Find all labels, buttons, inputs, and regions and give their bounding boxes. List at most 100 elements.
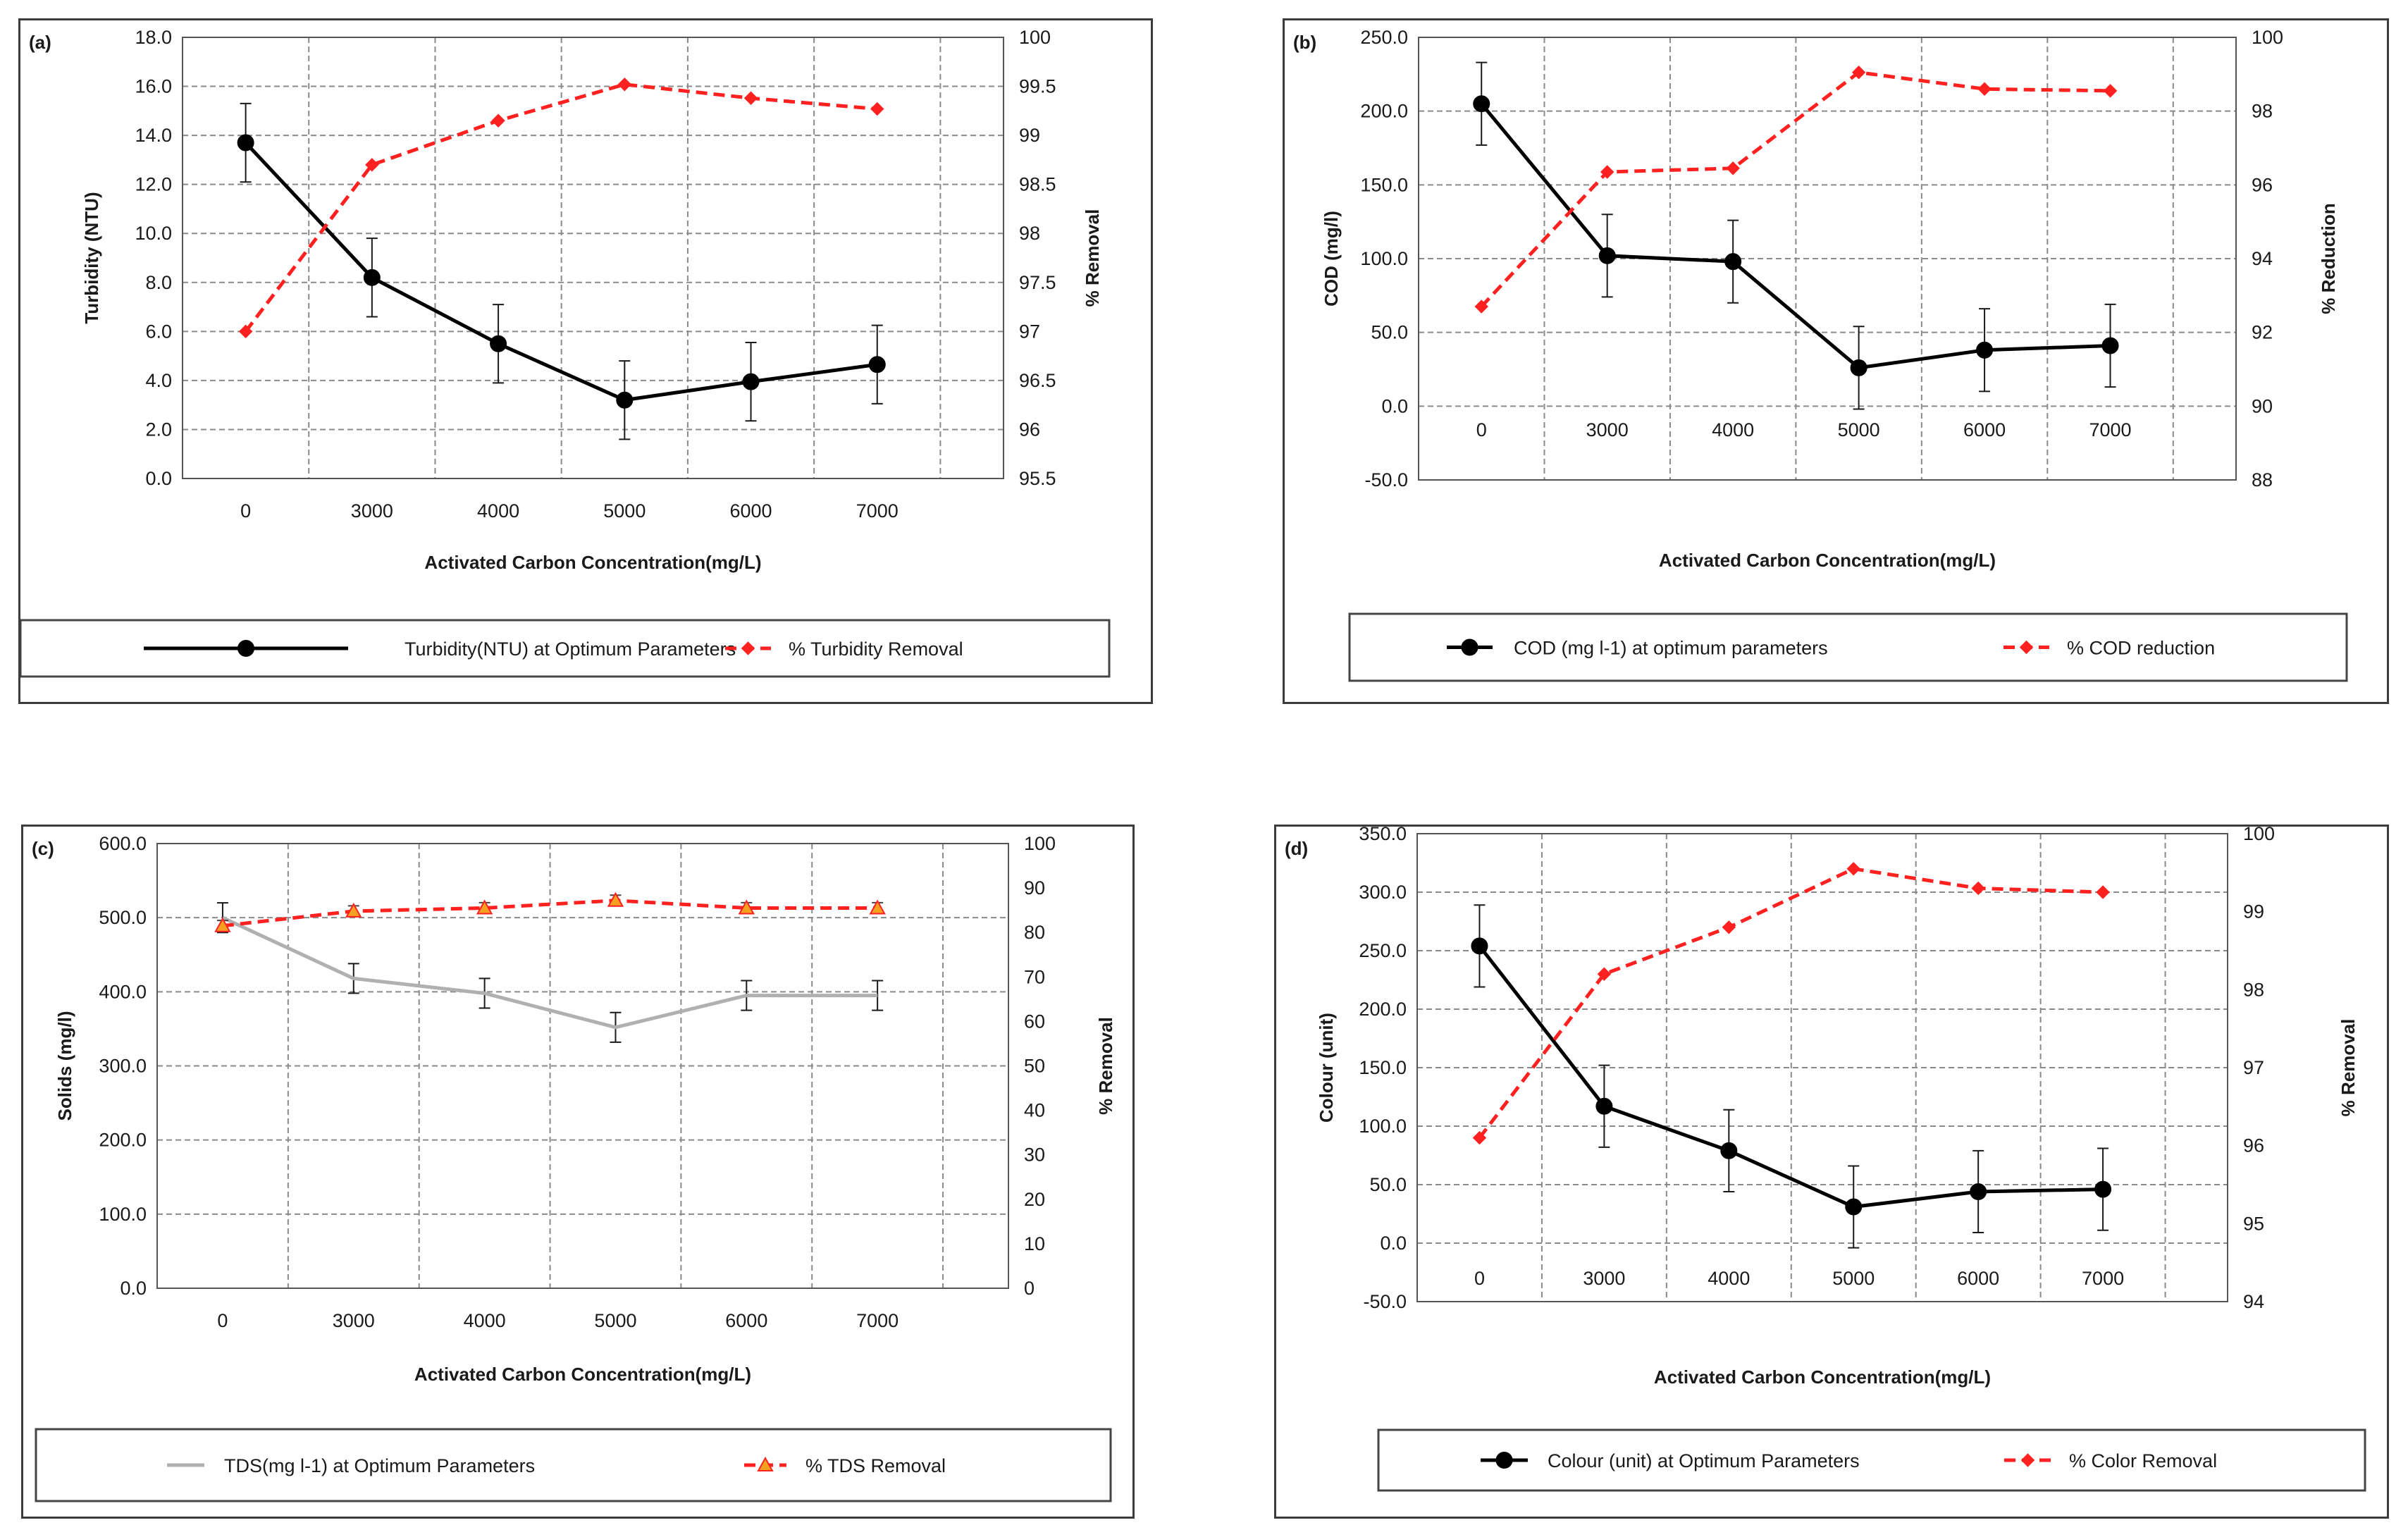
data-point-series-1 [1471,937,1488,955]
y2-tick-label: 97 [2243,1057,2264,1078]
data-point-series-2 [869,899,886,915]
plot-area [1416,833,2228,1302]
y-tick-label: 200.0 [1359,999,1407,1020]
panel-label: (d) [1285,838,1308,859]
data-point-series-1 [1595,1097,1613,1115]
chart-c: 0.0 100.0 200.0 300.0 400.0 500.0 600.0 0 10 20 30… [32,833,1116,1502]
data-point-series-2 [365,158,379,172]
y-tick-label: 12.0 [135,174,172,195]
y2-tick-label: 70 [1024,966,1045,987]
y-tick-label: 50.0 [1371,322,1408,343]
data-point-series-1 [868,356,886,374]
y2-axis-title: % Removal [2338,1019,2359,1117]
data-point-series-2 [607,891,624,907]
legend-marker-2 [2020,1453,2035,1467]
legend-label-2: % Turbidity Removal [789,638,963,660]
y-tick-label: 8.0 [145,272,172,293]
data-point-series-2 [491,113,505,128]
legend-label-1: TDS(mg l-1) at Optimum Parameters [224,1455,535,1476]
y2-axis-title: % Removal [1082,209,1103,307]
y-tick-label: 0.0 [1381,395,1408,416]
x-tick-label: 0 [1476,419,1487,440]
y-tick-label: 4.0 [145,370,172,391]
data-point-series-2 [476,899,493,915]
y2-tick-label: 99 [2243,901,2264,922]
legend-label-2: % Color Removal [2069,1450,2217,1471]
y2-tick-label: 98.5 [1019,174,1056,195]
y2-tick-label: 96 [1019,419,1040,440]
x-tick-label: 3000 [351,500,393,521]
legend-box [1348,612,2348,682]
x-tick-label: 4000 [477,500,519,521]
chart-panel-a: 0.0 2.0 4.0 6.0 8.0 10.0 12.0 14.0 16.0 18.0 95.5 9… [18,18,1153,704]
data-point-series-2 [2103,84,2118,98]
y-tick-label: -50.0 [1363,1291,1407,1312]
legend-box [1377,1428,2366,1492]
data-point-series-1 [1845,1198,1863,1216]
data-point-series-1 [1598,247,1616,264]
y-axis-title: COD (mg/l) [1321,211,1342,307]
series-line-1 [221,915,878,1030]
data-point-series-1 [1970,1183,1987,1200]
y-tick-label: 2.0 [145,419,172,440]
data-point-series-2 [870,101,884,116]
x-tick-label: 3000 [1583,1268,1625,1289]
data-point-series-2 [1971,881,1985,896]
legend-label-1: Turbidity(NTU) at Optimum Parameters [405,638,736,660]
y-tick-label: 200.0 [1360,101,1408,122]
x-axis-title: Activated Carbon Concentration(mg/L) [414,1364,751,1385]
legend-marker-1 [237,640,254,657]
y-tick-label: 100.0 [1360,248,1408,269]
y2-tick-label: 40 [1024,1100,1045,1121]
y-tick-label: 300.0 [99,1056,147,1077]
y2-axis-title: % Reduction [2318,203,2339,314]
x-tick-label: 5000 [594,1310,636,1331]
y-tick-label: 0.0 [145,468,172,489]
data-point-series-1 [2101,337,2119,354]
x-tick-label: 7000 [2082,1268,2124,1289]
series-line-2 [244,82,877,333]
y2-tick-label: 100 [2252,27,2283,48]
y-tick-label: 350.0 [1359,827,1407,844]
plot-area [1418,37,2237,481]
y-tick-label: 18.0 [135,27,172,48]
y2-tick-label: 96 [2252,174,2273,195]
y-tick-label: 400.0 [99,981,147,1002]
y-tick-label: 10.0 [135,223,172,244]
x-tick-label: 5000 [1832,1268,1875,1289]
y-tick-label: 0.0 [1380,1233,1407,1254]
x-tick-label: 7000 [2089,419,2131,440]
x-tick-label: 0 [1474,1268,1485,1289]
chart-panel-b: -50.0 0.0 50.0 100.0 150.0 200.0 250.0 88 90 92 94… [1283,18,2389,704]
x-axis-title: Activated Carbon Concentration(mg/L) [1659,550,1996,571]
data-point-series-2 [1726,161,1740,175]
x-tick-label: 0 [217,1310,228,1331]
y2-tick-label: 60 [1024,1011,1045,1032]
chart-a: 0.0 2.0 4.0 6.0 8.0 10.0 12.0 14.0 16.0 18.0 95.5 9… [20,27,1111,678]
data-point-series-2 [1474,300,1488,314]
data-point-series-1 [490,335,507,352]
y-tick-label: 50.0 [1369,1174,1407,1195]
data-point-series-2 [617,78,632,92]
y2-tick-label: 92 [2252,322,2273,343]
y2-tick-label: 98 [1019,223,1040,244]
data-point-series-2 [345,902,362,918]
x-tick-label: 5000 [603,500,646,521]
y2-tick-label: 0 [1024,1278,1035,1299]
data-point-series-2 [1851,66,1866,80]
data-point-series-1 [1724,253,1742,271]
y2-tick-label: 100 [1024,833,1056,854]
panel-label: (a) [29,32,51,53]
x-tick-label: 7000 [856,1310,899,1331]
plot-area [156,843,1009,1289]
legend-label-1: COD (mg l-1) at optimum parameters [1514,638,1828,659]
y2-tick-label: 100 [2243,827,2275,844]
y-tick-label: 0.0 [120,1278,147,1299]
data-point-series-1 [1850,359,1867,376]
y-tick-label: 250.0 [1360,27,1408,48]
y2-tick-label: 20 [1024,1189,1045,1210]
chart-d: -50.0 0.0 50.0 100.0 150.0 200.0 250.0 300.0 350… [1285,827,2366,1492]
data-point-series-2 [738,899,755,915]
y2-axis-title: % Removal [1095,1017,1116,1115]
data-point-series-1 [616,391,634,409]
